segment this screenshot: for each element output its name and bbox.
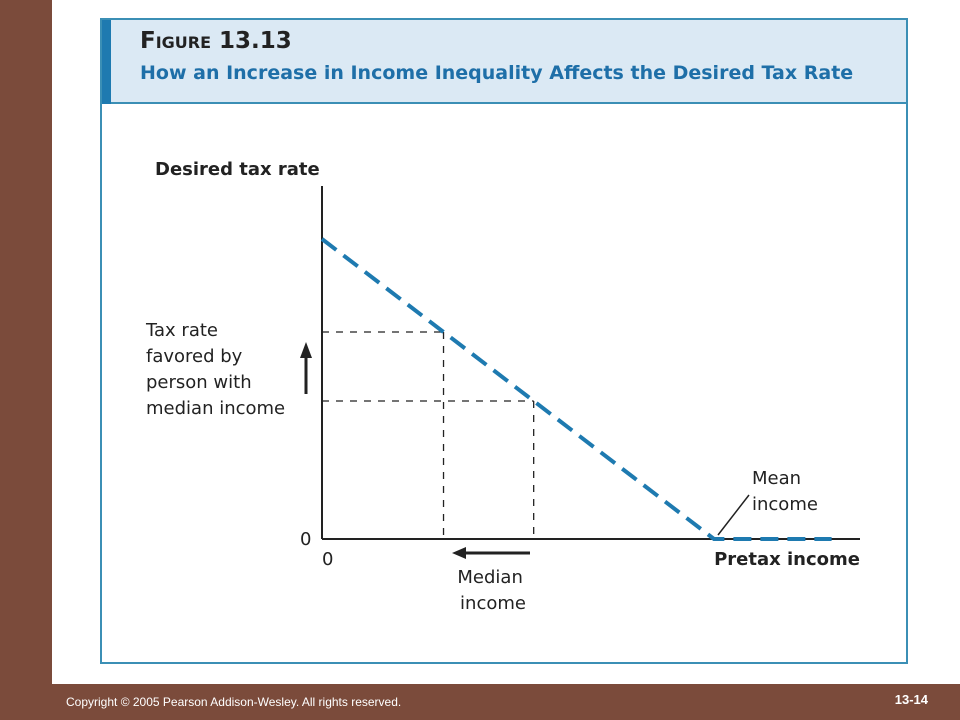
tax-rate-label-line-1: Tax rate <box>145 320 218 341</box>
tax-rate-label-line-3: person with <box>146 372 252 393</box>
copyright-text: Copyright © 2005 Pearson Addison-Wesley.… <box>66 695 402 709</box>
y-axis-label: Desired tax rate <box>155 159 320 180</box>
y-origin-label: 0 <box>300 529 311 550</box>
tax-rate-label-line-2: favored by <box>146 346 243 367</box>
median-label: Median income <box>457 567 528 614</box>
tax-rate-label: Tax rate favored by person with median i… <box>145 320 285 419</box>
figure-number: Figure 13.13 <box>140 28 292 54</box>
series-line-0 <box>320 237 832 541</box>
x-origin-label: 0 <box>322 549 333 570</box>
left-arrow <box>452 547 530 559</box>
reference-guides <box>322 331 535 539</box>
slide-content: Figure 13.13 How an Increase in Income I… <box>52 0 960 684</box>
tax-rate-label-line-4: median income <box>146 398 285 419</box>
up-arrow <box>300 342 312 394</box>
mean-pointer <box>717 494 750 536</box>
mean-label-line-2: income <box>752 494 818 515</box>
mean-label-line-1: Mean <box>752 468 801 489</box>
title-accent-bar <box>102 20 111 104</box>
footer: Copyright © 2005 Pearson Addison-Wesley.… <box>0 684 960 720</box>
slide-number: 13-14 <box>894 692 928 707</box>
series-group <box>320 237 832 541</box>
median-label-line-1: Median <box>457 567 522 588</box>
x-axis-label: Pretax income <box>714 549 860 570</box>
mean-label: Mean income <box>752 468 818 515</box>
figure-title: How an Increase in Income Inequality Aff… <box>140 62 854 84</box>
chart: Desired tax rate Pretax income 0 0 Tax r… <box>145 159 860 614</box>
figure-title-band: Figure 13.13 How an Increase in Income I… <box>102 20 906 104</box>
figure-frame: Figure 13.13 How an Increase in Income I… <box>100 18 908 664</box>
median-label-line-2: income <box>460 593 526 614</box>
